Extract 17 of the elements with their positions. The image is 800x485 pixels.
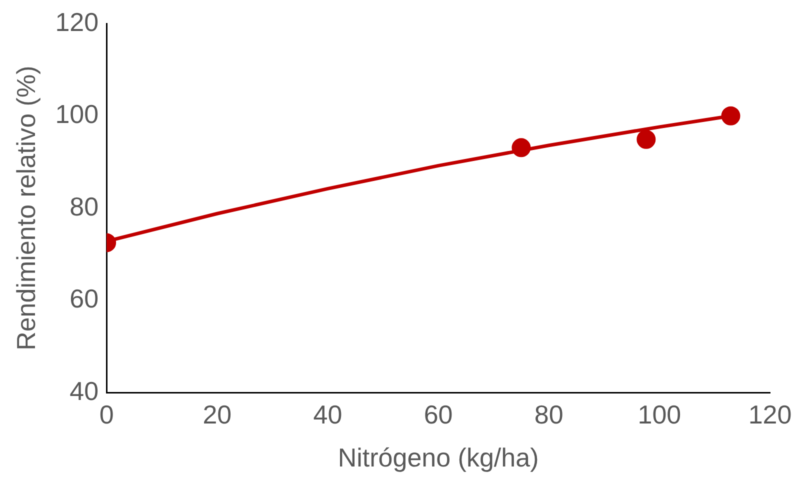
point <box>512 138 531 158</box>
x-tick-label: 20 <box>202 399 232 430</box>
y-tick-label: 40 <box>70 376 99 406</box>
x-axis-title: Nitrógeno (kg/ha) <box>338 442 539 473</box>
x-tick-label: 60 <box>424 399 453 430</box>
y-tick-label: 80 <box>70 191 99 222</box>
x-tick-label: 40 <box>313 399 342 430</box>
y-tick-label: 120 <box>55 6 99 37</box>
x-tick-label: 0 <box>99 399 114 430</box>
y-tick-label: 100 <box>55 99 99 130</box>
point <box>636 130 656 149</box>
x-tick-label: 120 <box>748 399 792 430</box>
y-axis-title: Rendimiento relativo (%) <box>10 66 41 350</box>
point <box>721 106 740 126</box>
x-tick-label: 100 <box>638 399 682 430</box>
x-tick-label: 80 <box>534 399 564 430</box>
y-tick-label: 60 <box>70 284 99 314</box>
